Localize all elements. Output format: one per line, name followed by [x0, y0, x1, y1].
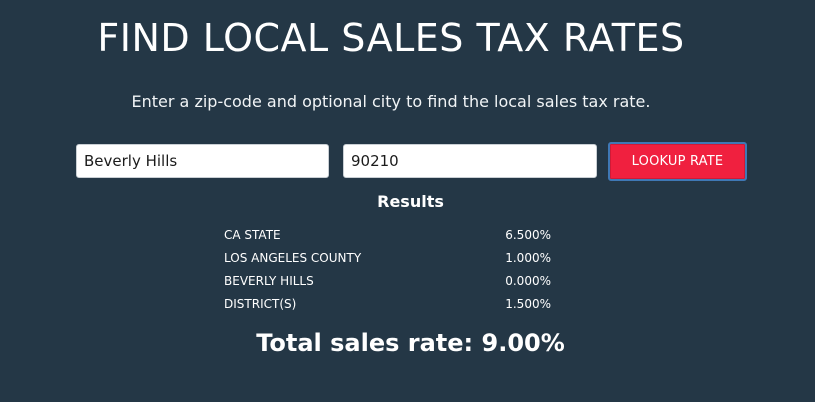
- results-row-city: BEVERLY HILLS 0.000%: [224, 270, 551, 293]
- results-row-label: LOS ANGELES COUNTY: [224, 251, 362, 265]
- results-row-value: 1.500%: [505, 297, 551, 311]
- results-heading: Results: [377, 192, 444, 211]
- results-row-label: DISTRICT(S): [224, 297, 297, 311]
- results-row-value: 0.000%: [505, 274, 551, 288]
- total-sales-rate: Total sales rate: 9.00%: [256, 329, 565, 357]
- zip-code-input[interactable]: [343, 144, 597, 178]
- results-row-label: CA STATE: [224, 228, 281, 242]
- results-table: CA STATE 6.500% LOS ANGELES COUNTY 1.000…: [224, 224, 551, 316]
- lookup-rate-button[interactable]: LOOKUP RATE: [608, 142, 747, 181]
- results-row-county: LOS ANGELES COUNTY 1.000%: [224, 247, 551, 270]
- results-row-value: 1.000%: [505, 251, 551, 265]
- city-input[interactable]: [76, 144, 329, 178]
- results-row-label: BEVERLY HILLS: [224, 274, 314, 288]
- page-title: FIND LOCAL SALES TAX RATES: [97, 16, 685, 60]
- page-subtitle: Enter a zip-code and optional city to fi…: [131, 92, 651, 111]
- results-row-ca-state: CA STATE 6.500%: [224, 224, 551, 247]
- results-row-districts: DISTRICT(S) 1.500%: [224, 293, 551, 316]
- results-row-value: 6.500%: [505, 228, 551, 242]
